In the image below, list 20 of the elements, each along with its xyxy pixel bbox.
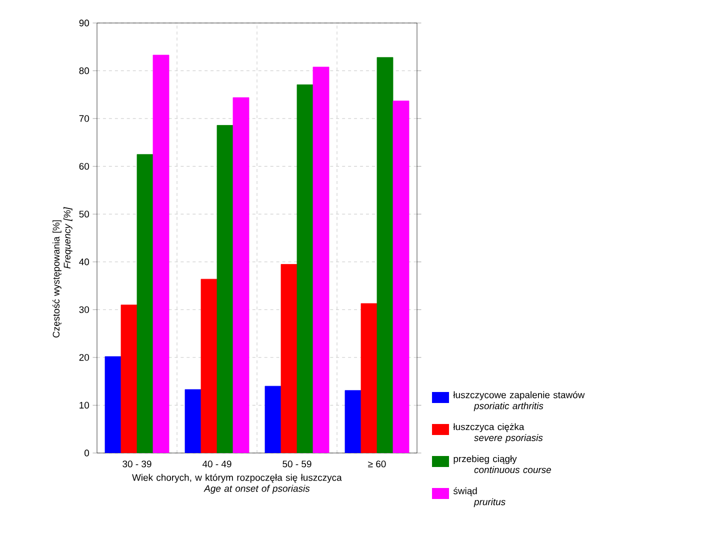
- x-tick-label: 30 - 39: [122, 460, 152, 468]
- y-tick-label: 70: [79, 115, 90, 122]
- y-tick-label: 10: [80, 402, 90, 409]
- y-tick-label: 0: [84, 450, 90, 456]
- x-tick-label: ≥ 60: [368, 460, 386, 468]
- legend-label: świąd pruritus: [453, 487, 506, 508]
- y-tick-label: 80: [79, 67, 90, 74]
- y-tick-label: 20: [79, 354, 90, 361]
- legend-label: łuszczyca ciężka severe psoriasis: [453, 423, 543, 443]
- y-tick-label: 40: [79, 258, 90, 266]
- y-tick-label: 30: [79, 306, 90, 314]
- x-axis-title: Wiek chorych, w którym rozpoczęła się łuszczyca Age at onset of psoriasis: [132, 474, 342, 494]
- legend-label: przebieg ciągły continuous course: [454, 455, 552, 474]
- y-tick-label: 50: [79, 210, 90, 218]
- y-axis-title: Częstość występowania [%] Frequency [%]: [52, 207, 72, 338]
- y-tick-label: 90: [79, 20, 90, 26]
- y-tick-label: 60: [79, 162, 90, 170]
- legend-label: łuszczycowe zapalenie stawów psoriatic arthritis: [453, 391, 585, 412]
- x-tick-label: 40 - 49: [202, 460, 232, 468]
- x-tick-label: 50 - 59: [282, 460, 312, 468]
